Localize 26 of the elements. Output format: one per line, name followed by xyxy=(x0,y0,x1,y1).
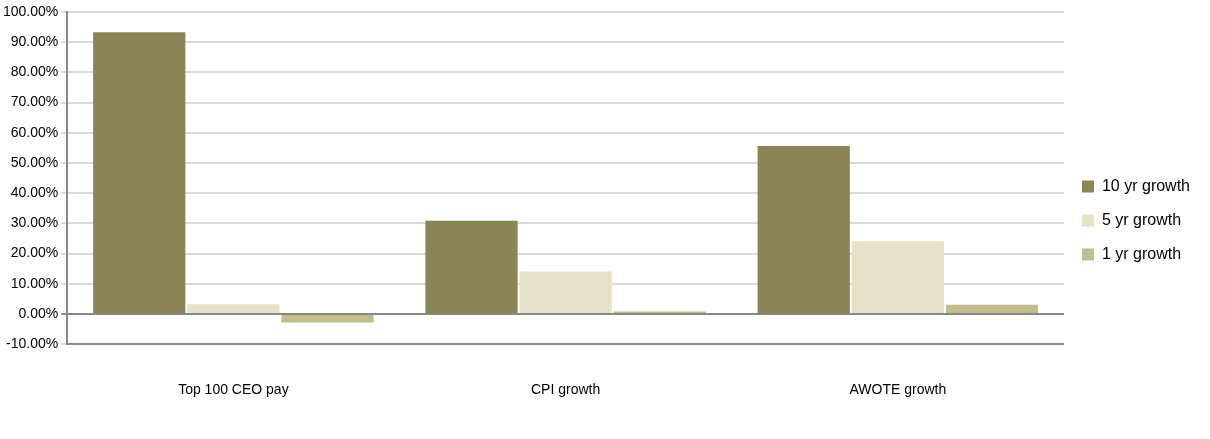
bar xyxy=(851,241,944,313)
y-tick-label: 60.00% xyxy=(10,123,59,140)
bar xyxy=(187,304,280,313)
y-tick-label: 100.00% xyxy=(2,2,59,19)
bar xyxy=(93,32,186,313)
y-tick-label: 90.00% xyxy=(10,33,59,50)
y-tick-label: 20.00% xyxy=(10,244,59,261)
y-tick-label: 30.00% xyxy=(10,214,59,231)
legend-label: 5 yr growth xyxy=(1101,210,1182,228)
y-tick-label: 50.00% xyxy=(10,153,59,170)
legend-label: 10 yr growth xyxy=(1101,176,1191,194)
y-tick-label: 80.00% xyxy=(10,63,59,80)
bar xyxy=(281,315,374,323)
y-tick-label: 0.00% xyxy=(18,304,59,321)
y-tick-label: 40.00% xyxy=(10,184,59,201)
legend-label: 1 yr growth xyxy=(1101,244,1182,262)
y-tick-label: -10.00% xyxy=(6,335,59,352)
x-tick-label: CPI growth xyxy=(530,381,601,398)
x-tick-label: Top 100 CEO pay xyxy=(178,381,289,398)
bar xyxy=(425,220,518,313)
y-tick-label: 10.00% xyxy=(10,274,59,291)
y-tick-label: 70.00% xyxy=(10,93,59,110)
bar xyxy=(519,271,612,313)
bar xyxy=(757,146,850,313)
bar xyxy=(945,304,1039,313)
x-tick-label: AWOTE growth xyxy=(849,381,947,398)
